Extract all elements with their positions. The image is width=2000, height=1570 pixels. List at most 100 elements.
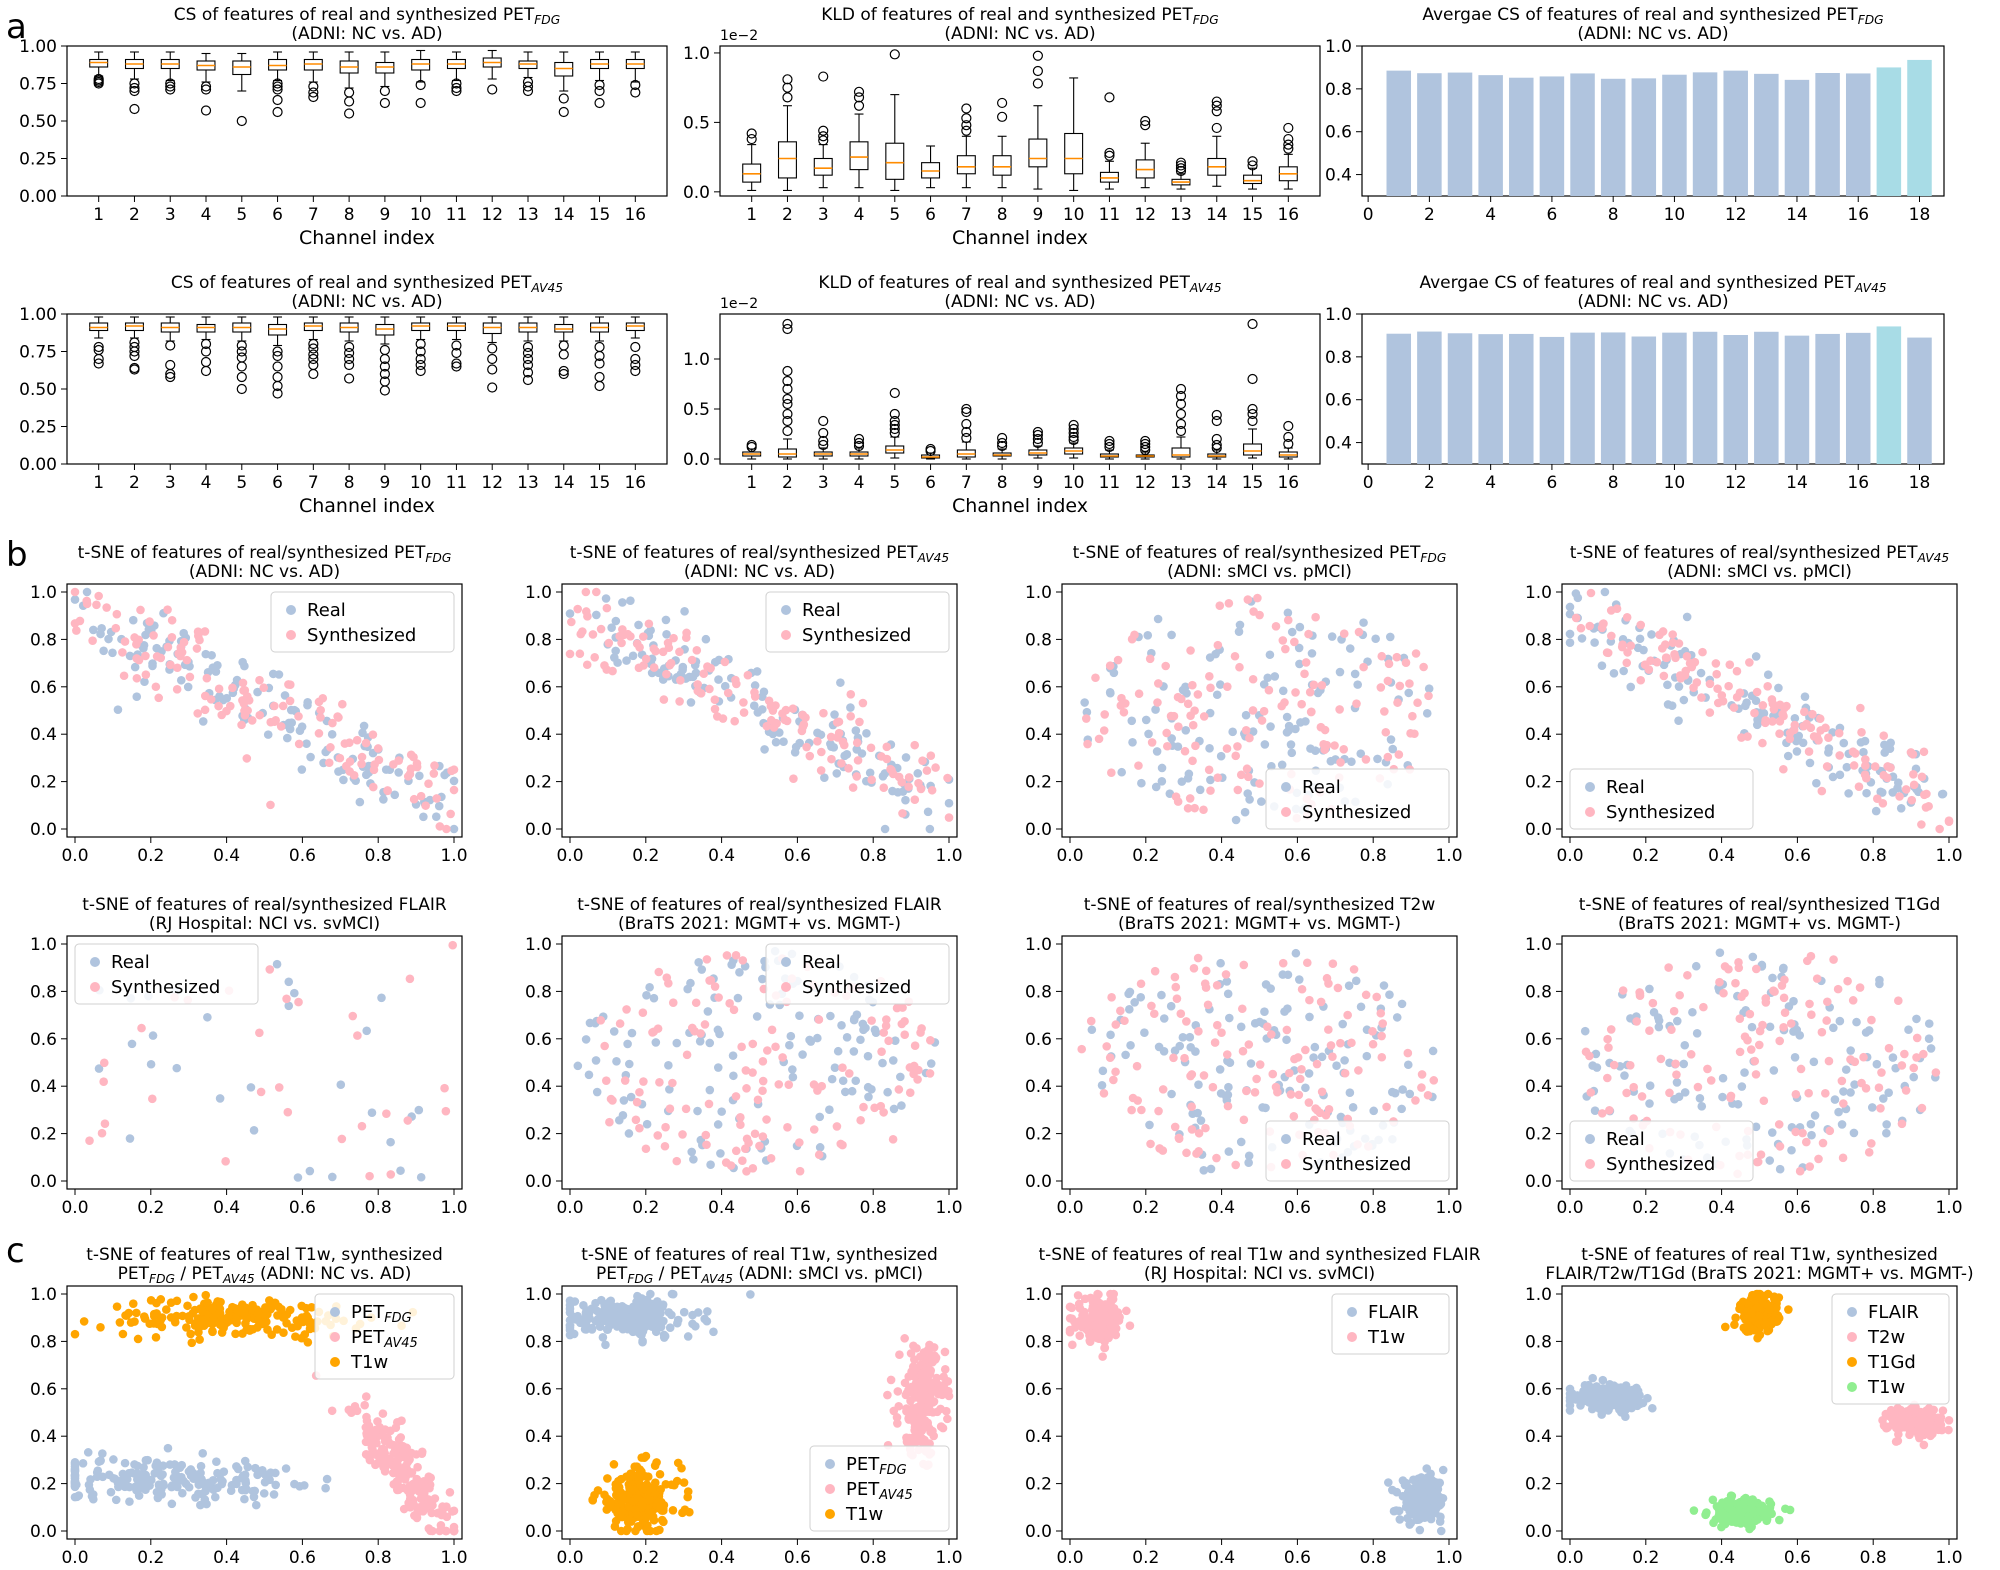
b-av45-ncad-point (723, 688, 733, 698)
b-fdg-mci-point (1157, 776, 1167, 786)
b-av45-mci-point (1652, 657, 1662, 667)
c-pet-mci-point (628, 1485, 637, 1494)
b-t2w-brats-point (1417, 1070, 1427, 1079)
b-fdg-mci-point (1151, 705, 1160, 714)
b-av45-mci-point (1861, 761, 1870, 770)
b-fdg-mci-point (1291, 688, 1300, 697)
a-kld-av45-flier (782, 375, 793, 387)
b-fdg-ncad-point (447, 766, 456, 776)
b-av45-mci-point (1647, 630, 1656, 639)
b-fdg-mci-ytick-label: 1.0 (1025, 583, 1052, 603)
b-flair-brats-point (809, 1125, 819, 1134)
b-flair-brats-point (715, 1029, 724, 1039)
b-fdg-ncad-point (149, 631, 158, 640)
a-kld-fdg-ytick-label: 1.0 (683, 44, 710, 64)
b-t2w-brats-point (1150, 966, 1160, 976)
b-av45-ncad-point (904, 773, 914, 782)
a-cs-fdg-flier (344, 108, 355, 119)
c-pet-mci-point (902, 1433, 911, 1442)
a-avg-av45-bar (1754, 331, 1779, 464)
c-pet-mci-point (919, 1382, 928, 1392)
b-av45-mci-point (1617, 642, 1627, 652)
a-avg-av45-bar (1845, 332, 1871, 464)
a-cs-av45-flier (236, 340, 247, 351)
c-flair-rj-point (1079, 1309, 1088, 1319)
b-av45-mci-point (1685, 659, 1695, 668)
b-t1gd-brats-point (1839, 1087, 1848, 1096)
c-pet-mci-point (900, 1378, 910, 1388)
b-flair-rj-point (100, 1119, 110, 1128)
b-fdg-ncad-point (151, 682, 161, 692)
a-kld-av45-flier (1068, 427, 1079, 439)
b-flair-rj-point (203, 1012, 212, 1022)
c-pet-ncad-point (167, 1499, 177, 1509)
c-flair-rj-point (1406, 1490, 1416, 1499)
a-cs-fdg-subtitle: (ADNI: NC vs. AD) (291, 24, 442, 44)
b-fdg-mci-point (1266, 722, 1275, 731)
b-av45-mci-point (1661, 653, 1671, 662)
b-t2w-brats-point (1210, 1038, 1220, 1047)
a-cs-fdg-ytick-label: 0.00 (19, 187, 57, 207)
a-cs-av45-flier (630, 365, 641, 377)
c-pet-mci-point (940, 1347, 950, 1357)
b-t1gd-brats-ytick-label: 0.6 (1525, 1030, 1552, 1050)
c-flair-rj-frame (1061, 1285, 1458, 1540)
b-t1gd-brats-point (1835, 1016, 1845, 1026)
b-t2w-brats-point (1278, 970, 1288, 979)
b-fdg-mci-point (1339, 744, 1349, 754)
b-flair-brats-frame (561, 935, 958, 1190)
c-flair-rj-point (1435, 1517, 1445, 1526)
a-cs-av45-flier (415, 338, 426, 350)
a-cs-fdg-flier (415, 79, 426, 91)
a-cs-av45-flier (236, 361, 247, 372)
c-pet-ncad-point (361, 1423, 371, 1432)
a-cs-av45-flier (200, 356, 212, 368)
b-t2w-brats-point (1377, 1052, 1387, 1062)
b-av45-mci-point (1698, 647, 1707, 657)
b-fdg-mci-point (1083, 739, 1092, 749)
b-fdg-mci-point (1206, 683, 1215, 693)
a-avg-av45-ytick-label: 0.8 (1325, 348, 1352, 368)
a-cs-av45-flier (165, 371, 176, 383)
b-t2w-brats-point (1428, 1046, 1438, 1056)
b-flair-rj-point (405, 974, 415, 984)
b-flair-brats-point (664, 978, 673, 988)
b-t2w-brats-point (1244, 1040, 1254, 1049)
b-t1gd-brats-point (1926, 1044, 1936, 1053)
a-kld-fdg-xtick-label: 8 (997, 205, 1008, 225)
b-fdg-ncad-point (361, 738, 371, 748)
b-av45-mci-legend-label: Real (1606, 777, 1645, 798)
b-flair-rj-point (146, 1059, 156, 1069)
a-kld-av45-title: KLD of features of real and synthesized … (818, 273, 1221, 295)
c-pet-mci-point (925, 1400, 934, 1409)
b-fdg-ncad-point (141, 670, 151, 679)
b-flair-brats-point (788, 1065, 797, 1074)
a-avg-fdg-bar (1600, 78, 1626, 196)
a-kld-av45-flier (889, 419, 900, 431)
c-brats-point (1588, 1373, 1598, 1383)
a-cs-av45-flier (630, 359, 641, 371)
b-t2w-brats-point (1172, 994, 1182, 1003)
a-avg-av45-bar (1723, 335, 1748, 464)
a-cs-fdg-xtick-label: 10 (410, 205, 432, 225)
b-av45-ncad-point (607, 623, 616, 632)
b-av45-mci-point (1822, 762, 1832, 771)
a-kld-fdg-box (813, 157, 833, 176)
b-fdg-ncad-point (167, 632, 177, 642)
b-t1gd-brats-ytick-label: 0.8 (1525, 982, 1552, 1002)
b-fdg-ncad-point (255, 710, 265, 720)
b-fdg-mci-point (1376, 683, 1386, 692)
a-kld-av45-flier (1068, 434, 1079, 446)
c-pet-ncad-point (194, 1478, 204, 1488)
a-kld-av45-flier (889, 415, 900, 427)
b-av45-ncad-point (712, 712, 722, 721)
c-pet-ncad-point (427, 1508, 437, 1518)
b-fdg-mci-point (1127, 716, 1137, 726)
b-flair-brats-subtitle: (BraTS 2021: MGMT+ vs. MGMT-) (618, 914, 901, 934)
b-flair-brats-point (896, 1072, 905, 1082)
b-av45-ncad-legend-marker (781, 630, 791, 640)
a-kld-av45-ytick-label: 1.0 (683, 350, 710, 370)
b-fdg-ncad-point (193, 627, 203, 636)
b-flair-brats-point (900, 1016, 909, 1026)
b-t2w-brats-point (1086, 1016, 1096, 1026)
